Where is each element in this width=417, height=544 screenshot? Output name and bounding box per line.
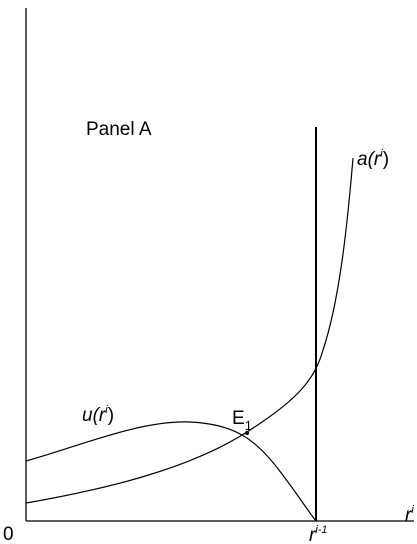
curve-a [25, 157, 354, 504]
vertical-line-label: ri-1 [309, 524, 328, 544]
origin-label: 0 [3, 524, 14, 544]
curve-u [25, 421, 317, 522]
x-axis-label: ri [405, 504, 414, 526]
curve-u-label: u(ri) [82, 404, 114, 426]
curve-a-label: a(ri) [357, 148, 389, 170]
equilibrium-point-e1 [245, 431, 249, 435]
panel-label: Panel A [86, 119, 152, 140]
equilibrium-label: E1 [232, 408, 252, 433]
